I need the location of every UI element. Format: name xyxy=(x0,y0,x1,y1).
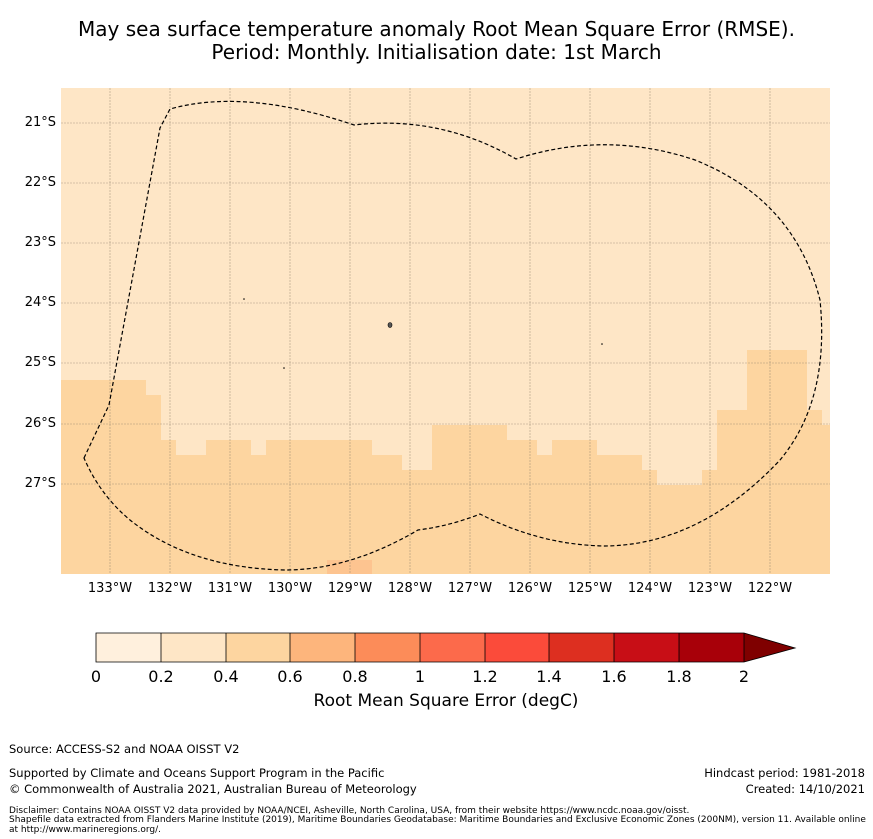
shapefile-credit-text: Shapefile data extracted from Flanders M… xyxy=(9,815,866,835)
lat-label: 27°S xyxy=(24,476,56,491)
colorbar-segment xyxy=(485,633,549,662)
copyright-text: © Commonwealth of Australia 2021, Austra… xyxy=(9,782,417,796)
colorbar-tick-label: 1.2 xyxy=(472,667,498,686)
lon-label: 126°W xyxy=(507,581,553,596)
colorbar-tick-label: 1.4 xyxy=(536,667,562,686)
eez-boundary xyxy=(83,100,823,571)
island-marker xyxy=(601,343,603,345)
island-marker xyxy=(243,298,245,300)
colorbar-tick-label: 1.6 xyxy=(601,667,627,686)
colorbar xyxy=(95,632,797,663)
lat-label: 23°S xyxy=(24,235,56,250)
colorbar-segment xyxy=(355,633,420,662)
support-text: Supported by Climate and Oceans Support … xyxy=(9,766,385,780)
lat-label: 26°S xyxy=(24,416,56,431)
colorbar-extend-arrow xyxy=(744,633,795,662)
lon-label: 130°W xyxy=(267,581,313,596)
lat-label: 24°S xyxy=(24,295,56,310)
island-marker xyxy=(283,367,285,369)
colorbar-tick-label: 1.8 xyxy=(666,667,692,686)
colorbar-tick-label: 0.6 xyxy=(277,667,303,686)
disclaimer-text: Disclaimer: Contains NOAA OISST V2 data … xyxy=(9,806,690,816)
lon-label: 125°W xyxy=(567,581,613,596)
lat-label: 22°S xyxy=(24,175,56,190)
colorbar-segment xyxy=(549,633,614,662)
colorbar-tick-label: 0.2 xyxy=(148,667,174,686)
rmse-region-patch xyxy=(327,560,372,574)
colorbar-segment xyxy=(290,633,355,662)
source-text: Source: ACCESS-S2 and NOAA OISST V2 xyxy=(9,742,240,756)
lon-label: 123°W xyxy=(687,581,733,596)
lon-label: 124°W xyxy=(627,581,673,596)
chart-title-line2: Period: Monthly. Initialisation date: 1s… xyxy=(211,40,662,64)
island-marker xyxy=(387,322,393,328)
colorbar-segment xyxy=(614,633,679,662)
colorbar-outline xyxy=(95,632,797,663)
lon-label: 131°W xyxy=(207,581,253,596)
colorbar-tick-label: 0.8 xyxy=(342,667,368,686)
lon-label: 122°W xyxy=(747,581,793,596)
lat-label: 25°S xyxy=(24,355,56,370)
lon-label: 127°W xyxy=(447,581,493,596)
colorbar-tick-label: 0 xyxy=(90,667,102,686)
colorbar-segment xyxy=(226,633,290,662)
hindcast-period-text: Hindcast period: 1981-2018 xyxy=(704,766,865,780)
colorbar-label: Root Mean Square Error (degC) xyxy=(313,691,579,711)
colorbar-segment xyxy=(420,633,485,662)
colorbar-tick-label: 0.4 xyxy=(213,667,239,686)
colorbar-segment xyxy=(161,633,226,662)
created-date-text: Created: 14/10/2021 xyxy=(745,782,865,796)
colorbar-segment xyxy=(96,633,161,662)
lon-label: 132°W xyxy=(147,581,193,596)
lon-label: 129°W xyxy=(327,581,373,596)
lon-label: 133°W xyxy=(87,581,133,596)
colorbar-tick-label: 2 xyxy=(738,667,750,686)
chart-title-line1: May sea surface temperature anomaly Root… xyxy=(78,17,795,41)
lon-label: 128°W xyxy=(387,581,433,596)
colorbar-tick-label: 1 xyxy=(414,667,426,686)
colorbar-segment xyxy=(679,633,744,662)
lat-label: 21°S xyxy=(24,115,56,130)
rmse-region-southern xyxy=(61,350,830,574)
map-gridlines xyxy=(61,88,830,574)
